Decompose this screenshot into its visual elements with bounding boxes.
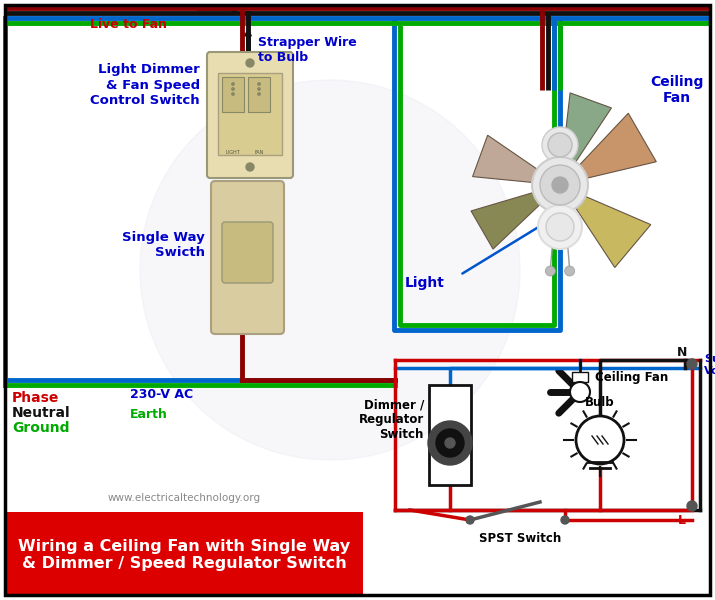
Text: Phase: Phase <box>12 391 59 405</box>
Circle shape <box>246 59 254 67</box>
Circle shape <box>540 165 580 205</box>
FancyBboxPatch shape <box>211 181 284 334</box>
Text: Ground: Ground <box>12 421 69 435</box>
Text: L: L <box>678 514 686 527</box>
Polygon shape <box>471 189 549 249</box>
Circle shape <box>428 421 472 465</box>
Bar <box>572 372 588 382</box>
Text: N: N <box>677 346 687 358</box>
Text: Dimmer /
Regulator
Switch: Dimmer / Regulator Switch <box>359 398 424 442</box>
Circle shape <box>546 266 556 276</box>
Circle shape <box>258 93 260 95</box>
Circle shape <box>687 501 697 511</box>
Circle shape <box>232 83 235 85</box>
Circle shape <box>445 438 455 448</box>
Text: Light: Light <box>405 276 445 290</box>
Bar <box>5 512 363 595</box>
Text: LIGHT: LIGHT <box>226 151 240 155</box>
Text: Neutral: Neutral <box>12 406 71 420</box>
Text: Earth: Earth <box>130 409 168 421</box>
Bar <box>248 77 270 112</box>
Text: www.electricaltechnology.org: www.electricaltechnology.org <box>107 493 260 503</box>
Text: Light Dimmer
& Fan Speed
Control Switch: Light Dimmer & Fan Speed Control Switch <box>90 64 200 107</box>
Circle shape <box>542 127 578 163</box>
Polygon shape <box>568 191 651 268</box>
FancyBboxPatch shape <box>222 222 273 283</box>
Text: Ceiling
Fan: Ceiling Fan <box>650 75 704 105</box>
Text: Strapper Wire
to Bulb: Strapper Wire to Bulb <box>258 36 357 64</box>
Circle shape <box>552 177 568 193</box>
Circle shape <box>232 93 235 95</box>
Text: Bulb: Bulb <box>585 395 615 409</box>
Circle shape <box>561 516 569 524</box>
Circle shape <box>532 157 588 213</box>
Circle shape <box>687 359 697 369</box>
Circle shape <box>258 83 260 85</box>
Circle shape <box>546 213 574 241</box>
Circle shape <box>246 163 254 171</box>
Text: SPST Switch: SPST Switch <box>479 532 561 545</box>
Text: Ceiling Fan: Ceiling Fan <box>595 371 669 385</box>
Text: Supply
Volatge: Supply Volatge <box>704 354 715 376</box>
Polygon shape <box>473 135 548 184</box>
Text: Single Way
Swicth: Single Way Swicth <box>122 231 205 259</box>
Circle shape <box>258 88 260 90</box>
Polygon shape <box>571 113 656 181</box>
Text: Live to Fan: Live to Fan <box>90 18 167 31</box>
Text: FAN: FAN <box>255 151 264 155</box>
Polygon shape <box>561 93 611 173</box>
Bar <box>429 385 471 485</box>
Circle shape <box>548 133 572 157</box>
Text: 230-V AC: 230-V AC <box>130 389 193 401</box>
Circle shape <box>232 88 235 90</box>
Circle shape <box>466 516 474 524</box>
FancyBboxPatch shape <box>207 52 293 178</box>
Circle shape <box>570 382 590 402</box>
Circle shape <box>565 266 575 276</box>
Bar <box>222 77 244 112</box>
Circle shape <box>538 205 582 249</box>
Circle shape <box>576 416 624 464</box>
Circle shape <box>140 80 520 460</box>
Bar <box>218 73 282 155</box>
Circle shape <box>436 429 464 457</box>
Text: Wiring a Ceiling Fan with Single Way
& Dimmer / Speed Regulator Switch: Wiring a Ceiling Fan with Single Way & D… <box>18 539 350 571</box>
